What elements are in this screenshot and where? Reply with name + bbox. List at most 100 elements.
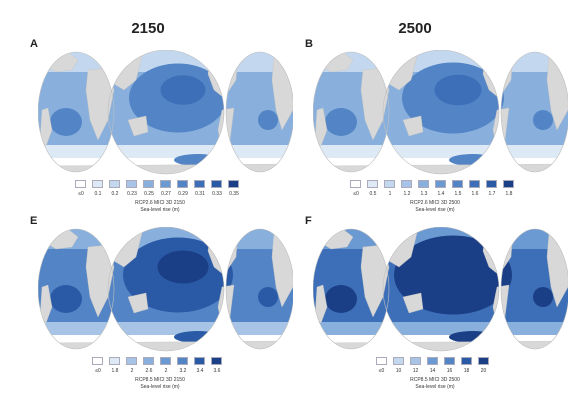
legend-caption-units: Sea-level rise (m) [140, 384, 180, 390]
legend-swatch [503, 180, 514, 188]
legend-swatch [350, 180, 361, 188]
legend-swatch [211, 180, 222, 188]
legend-tick-label: 0.1 [94, 191, 102, 197]
legend-tick-label: ≤0 [378, 368, 385, 374]
map-lobe-outline-0 [38, 51, 115, 173]
legend-swatch [469, 180, 480, 188]
legend-tick-label: 3.2 [179, 368, 187, 374]
legend-swatch [177, 180, 188, 188]
map-lobe-outline-1 [382, 227, 500, 352]
legend-swatch [418, 180, 429, 188]
legend-swatch [126, 180, 137, 188]
legend-swatch [486, 180, 497, 188]
sea-level-map [313, 50, 568, 175]
legend-swatch [443, 357, 455, 365]
legend-swatch [409, 357, 421, 365]
legend-tick-label: ≤0 [353, 191, 359, 197]
legend-tick-label: 3.4 [196, 368, 204, 374]
landmass-4 [127, 292, 149, 314]
legend-tick-label: 1.5 [454, 191, 462, 197]
color-legend: ≤0 0.1 0.2 0.23 0.25 0.27 0.29 0.31 0.33 0.35 RCP2… [30, 180, 290, 230]
legend-swatch [177, 357, 188, 365]
legend-swatch [92, 180, 103, 188]
legend-tick-label: 14 [429, 368, 436, 374]
legend-swatch [477, 357, 489, 365]
legend-swatch [375, 357, 387, 365]
landmass-4 [402, 115, 424, 137]
legend-swatch [109, 180, 120, 188]
map-panel-a: A ≤0 0.1 0.2 0.23 0.25 0.27 0.29 0.31 0.33 0.35 RCP… [30, 38, 293, 230]
legend-tick-label: 2 [130, 368, 134, 374]
legend-tick-label: 0.33 [212, 191, 222, 197]
legend-tick-label: 0.25 [144, 191, 154, 197]
legend-swatch [452, 180, 463, 188]
panel-letter: F [305, 215, 312, 227]
legend-swatch [143, 357, 154, 365]
map-lobe-outline-2 [500, 51, 568, 173]
map-lobe-outline-2 [225, 228, 293, 350]
legend-tick-label: 2 [164, 368, 168, 374]
sea-level-map [38, 227, 293, 352]
legend-caption-scenario: RCP2.6 MICI 3D 2500 [410, 200, 460, 206]
legend-swatch [126, 357, 137, 365]
legend-tick-label: 0.29 [178, 191, 188, 197]
legend-swatch [194, 180, 205, 188]
map-lobe-outline-2 [225, 51, 293, 173]
legend-swatch [194, 357, 205, 365]
legend-caption-units: Sea-level rise (m) [140, 207, 180, 213]
legend-caption-scenario: RCP2.6 MICI 3D 2150 [135, 200, 185, 206]
legend-tick-label: 1.4 [437, 191, 445, 197]
landmass-4 [127, 115, 149, 137]
landmass-8 [38, 163, 293, 174]
legend-swatch [228, 180, 239, 188]
legend-tick-label: 1.8 [505, 191, 513, 197]
map-lobe-outline-1 [382, 50, 500, 175]
sea-level-map [38, 50, 293, 175]
legend-tick-label: 0.5 [369, 191, 377, 197]
map-panel-e: E ≤0 1.8 2 2.6 2 3.2 3.4 3.6 RCP8.5 MICI 3D 2150 S… [30, 215, 293, 407]
legend-swatch [109, 357, 120, 365]
legend-tick-label: 0.35 [229, 191, 239, 197]
legend-caption-units: Sea-level rise (m) [415, 384, 455, 390]
legend-tick-label: 0.31 [195, 191, 205, 197]
color-legend: ≤0 0.5 1 1.2 1.3 1.4 1.5 1.6 1.7 1.8 RCP2.6 MICI 3… [305, 180, 565, 230]
legend-swatch [367, 180, 378, 188]
legend-tick-label: 1.3 [420, 191, 428, 197]
legend-tick-label: 16 [446, 368, 453, 374]
legend-swatch [211, 357, 222, 365]
legend-caption-scenario: RCP8.5 MICI 3D 2150 [135, 377, 185, 383]
legend-swatch [460, 357, 472, 365]
color-legend: ≤0 1.8 2 2.6 2 3.2 3.4 3.6 RCP8.5 MICI 3D 2150 Se… [30, 357, 290, 407]
legend-tick-label: 1.2 [403, 191, 411, 197]
legend-tick-label: 0.23 [127, 191, 137, 197]
legend-tick-label: 3.6 [213, 368, 221, 374]
map-lobe-outline-1 [107, 50, 225, 175]
legend-tick-label: 18 [463, 368, 470, 374]
column-title-2150: 2150 [131, 20, 165, 37]
map-panel-f: F ≤0 10 12 14 16 18 20 RCP8.5 MICI 3D 2500 Sea-le… [305, 215, 568, 405]
map-lobe-outline-2 [500, 228, 568, 350]
map-lobe-outline-0 [38, 228, 115, 350]
panel-letter: B [305, 38, 313, 50]
legend-swatch [384, 180, 395, 188]
landmass-4 [402, 292, 424, 314]
map-lobe-outline-1 [107, 227, 225, 352]
legend-tick-label: 1 [388, 191, 392, 197]
legend-swatch [435, 180, 446, 188]
legend-tick-label: 10 [395, 368, 402, 374]
legend-tick-label: ≤0 [78, 191, 84, 197]
legend-tick-label: 1.6 [471, 191, 479, 197]
legend-tick-label: 0.27 [161, 191, 171, 197]
landmass-8 [313, 163, 568, 174]
map-lobe-outline-0 [313, 51, 390, 173]
legend-swatch [75, 180, 86, 188]
panel-letter: A [30, 38, 38, 50]
legend-tick-label: 1.7 [488, 191, 496, 197]
panel-letter: E [30, 215, 38, 227]
legend-tick-label: ≤0 [95, 368, 101, 374]
legend-swatch [143, 180, 154, 188]
legend-tick-label: 2.6 [145, 368, 153, 374]
map-lobe-outline-0 [313, 228, 390, 350]
legend-swatch [160, 180, 171, 188]
legend-caption-scenario: RCP8.5 MICI 3D 2500 [410, 377, 460, 383]
